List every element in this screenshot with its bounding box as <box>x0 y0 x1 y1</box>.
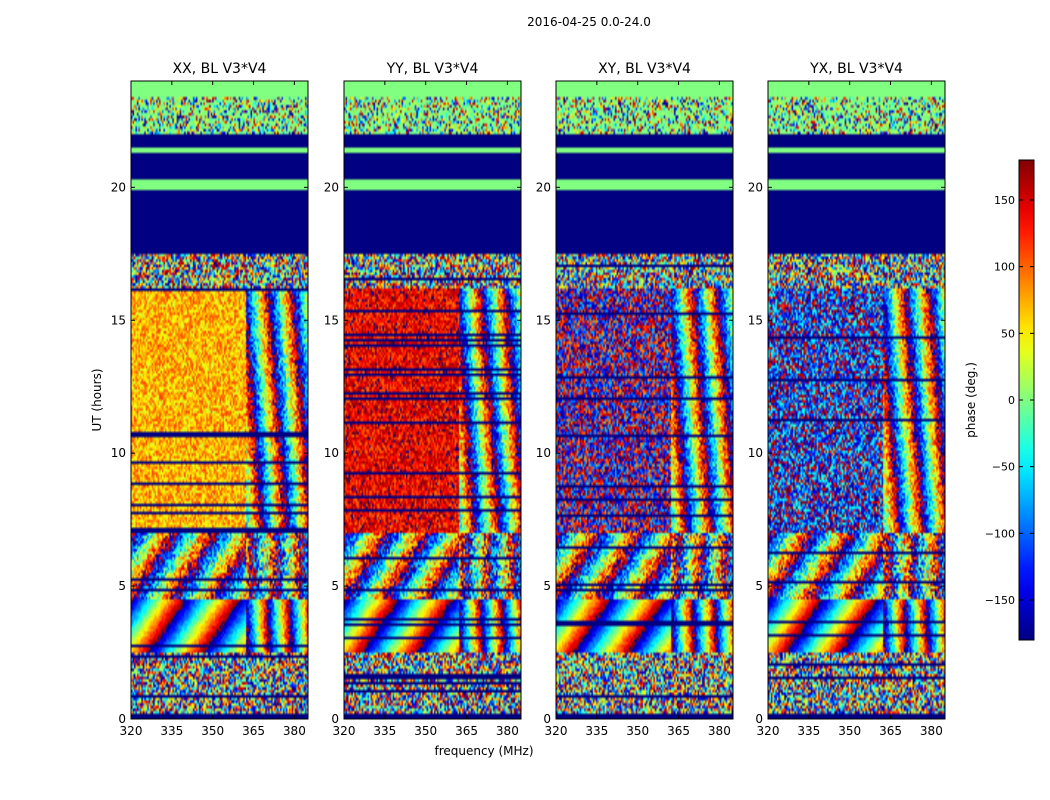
colorbar-label: phase (deg.) <box>964 362 978 438</box>
x-tick-label: 365 <box>455 724 478 738</box>
y-tick-label: 20 <box>324 180 339 194</box>
x-tick-label: 335 <box>373 724 396 738</box>
y-tick-label: 10 <box>111 446 126 460</box>
y-tick-label: 5 <box>331 579 339 593</box>
heatmap-image-3 <box>556 81 733 719</box>
panel-3: XY, BL V3*V4 320 335 350 365 380 0 5 10 15 20 <box>536 61 734 738</box>
x-tick-label: 380 <box>283 724 306 738</box>
x-tick-label: 365 <box>667 724 690 738</box>
x-tick-label: 380 <box>708 724 731 738</box>
y-tick-label: 20 <box>111 180 126 194</box>
x-tick-label: 365 <box>879 724 902 738</box>
panel-4: YX, BL V3*V4 320 335 350 365 380 0 5 10 15 20 <box>748 61 946 738</box>
y-tick-label: 20 <box>748 180 763 194</box>
x-tick-label: 350 <box>838 724 861 738</box>
x-tick-label: 350 <box>626 724 649 738</box>
x-tick-label: 380 <box>920 724 943 738</box>
colorbar-tick-label: −100 <box>985 527 1015 540</box>
colorbar: −150 −100 −50 0 50 100 150 <box>985 159 1035 641</box>
y-tick-label: 10 <box>748 446 763 460</box>
y-tick-label: 10 <box>536 446 551 460</box>
panel-2: YY, BL V3*V4 320 335 350 365 380 0 5 10 15 20 <box>324 61 522 738</box>
x-tick-label: 335 <box>160 724 183 738</box>
y-tick-label: 15 <box>111 313 126 327</box>
y-axis-label: UT (hours) <box>90 368 104 431</box>
panel-1: XX, BL V3*V4 320 335 350 365 380 0 5 10 15 20 <box>111 61 309 738</box>
heatmap-image-1 <box>131 81 308 719</box>
x-tick-label: 320 <box>333 724 356 738</box>
panel-title: XY, BL V3*V4 <box>598 61 691 77</box>
x-tick-label: 335 <box>797 724 820 738</box>
y-tick-label: 20 <box>536 180 551 194</box>
colorbar-tick-label: 100 <box>994 261 1015 274</box>
y-tick-label: 0 <box>543 712 551 726</box>
colorbar-tick-label: 0 <box>1008 394 1015 407</box>
colorbar-tick-label: −50 <box>992 461 1015 474</box>
plot-frame <box>555 80 734 720</box>
y-tick-label: 15 <box>324 313 339 327</box>
x-axis-label: frequency (MHz) <box>434 744 533 758</box>
plot-frame <box>343 80 522 720</box>
y-tick-label: 15 <box>536 313 551 327</box>
x-tick-label: 335 <box>585 724 608 738</box>
x-tick-label: 320 <box>120 724 143 738</box>
x-tick-label: 365 <box>242 724 265 738</box>
y-tick-label: 0 <box>755 712 763 726</box>
plot-frame <box>767 80 946 720</box>
panel-title: YX, BL V3*V4 <box>809 61 903 77</box>
y-tick-label: 0 <box>118 712 126 726</box>
colorbar-tick-label: −150 <box>985 594 1015 607</box>
y-tick-label: 10 <box>324 446 339 460</box>
colorbar-tick-label: 50 <box>1001 327 1015 340</box>
heatmap-image-2 <box>344 81 521 719</box>
y-tick-label: 15 <box>748 313 763 327</box>
y-tick-label: 5 <box>755 579 763 593</box>
colorbar-tick-label: 150 <box>994 194 1015 207</box>
x-tick-label: 320 <box>757 724 780 738</box>
heatmap-image-4 <box>768 81 945 719</box>
y-tick-label: 5 <box>543 579 551 593</box>
x-tick-label: 350 <box>414 724 437 738</box>
y-tick-label: 5 <box>118 579 126 593</box>
x-tick-label: 380 <box>496 724 519 738</box>
figure-title: 2016-04-25 0.0-24.0 <box>527 15 651 29</box>
y-tick-label: 0 <box>331 712 339 726</box>
x-tick-label: 350 <box>201 724 224 738</box>
panel-title: YY, BL V3*V4 <box>386 61 479 77</box>
plot-frame <box>130 80 309 720</box>
x-tick-label: 320 <box>545 724 568 738</box>
panel-title: XX, BL V3*V4 <box>173 61 267 77</box>
